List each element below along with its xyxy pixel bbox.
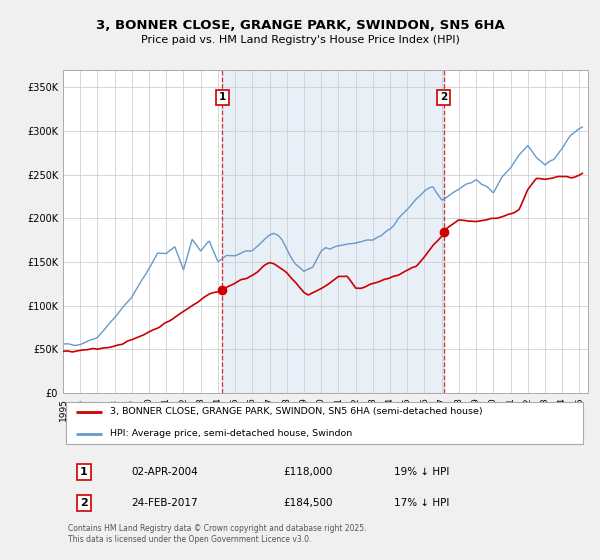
Text: 19% ↓ HPI: 19% ↓ HPI bbox=[394, 467, 449, 477]
Text: Price paid vs. HM Land Registry's House Price Index (HPI): Price paid vs. HM Land Registry's House … bbox=[140, 35, 460, 45]
Text: 1: 1 bbox=[80, 467, 88, 477]
Text: 17% ↓ HPI: 17% ↓ HPI bbox=[394, 498, 449, 508]
Text: 1: 1 bbox=[218, 92, 226, 102]
FancyBboxPatch shape bbox=[65, 402, 583, 445]
Text: HPI: Average price, semi-detached house, Swindon: HPI: Average price, semi-detached house,… bbox=[110, 430, 353, 438]
Text: £118,000: £118,000 bbox=[284, 467, 333, 477]
Text: Contains HM Land Registry data © Crown copyright and database right 2025.
This d: Contains HM Land Registry data © Crown c… bbox=[68, 524, 367, 544]
Text: 2: 2 bbox=[80, 498, 88, 508]
Text: 24-FEB-2017: 24-FEB-2017 bbox=[131, 498, 198, 508]
Text: 3, BONNER CLOSE, GRANGE PARK, SWINDON, SN5 6HA (semi-detached house): 3, BONNER CLOSE, GRANGE PARK, SWINDON, S… bbox=[110, 407, 483, 416]
Bar bbox=[222, 70, 444, 393]
Text: 02-APR-2004: 02-APR-2004 bbox=[131, 467, 198, 477]
Text: £184,500: £184,500 bbox=[284, 498, 333, 508]
Text: 2: 2 bbox=[440, 92, 448, 102]
Text: 3, BONNER CLOSE, GRANGE PARK, SWINDON, SN5 6HA: 3, BONNER CLOSE, GRANGE PARK, SWINDON, S… bbox=[95, 18, 505, 32]
